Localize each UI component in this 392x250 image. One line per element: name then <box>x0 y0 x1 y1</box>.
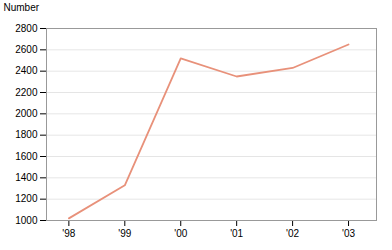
svg-text:1600: 1600 <box>15 151 38 162</box>
svg-text:2200: 2200 <box>15 87 38 98</box>
svg-text:2800: 2800 <box>15 23 38 34</box>
svg-text:'00: '00 <box>174 228 187 239</box>
svg-text:1000: 1000 <box>15 215 38 226</box>
svg-text:2400: 2400 <box>15 65 38 76</box>
svg-text:1400: 1400 <box>15 172 38 183</box>
svg-text:'02: '02 <box>286 228 299 239</box>
svg-text:1200: 1200 <box>15 193 38 204</box>
svg-text:2600: 2600 <box>15 44 38 55</box>
svg-text:Number: Number <box>4 2 40 13</box>
svg-text:2000: 2000 <box>15 108 38 119</box>
svg-text:'01: '01 <box>230 228 243 239</box>
svg-text:1800: 1800 <box>15 129 38 140</box>
svg-text:'99: '99 <box>118 228 131 239</box>
svg-text:'03: '03 <box>342 228 355 239</box>
svg-text:'98: '98 <box>62 228 75 239</box>
